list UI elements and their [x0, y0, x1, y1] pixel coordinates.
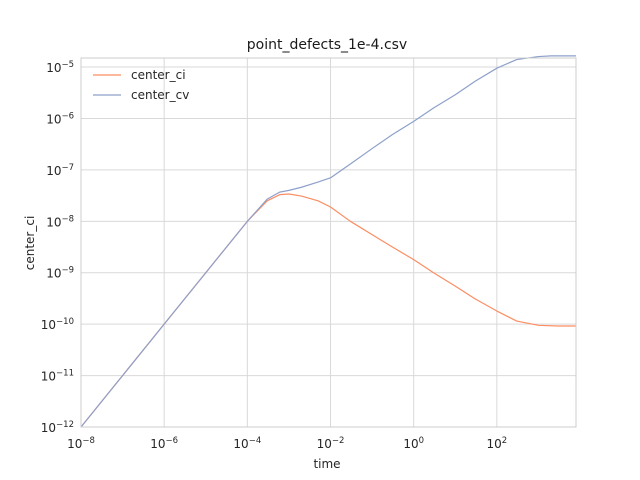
- y-tick-label: 10−6: [46, 111, 74, 126]
- y-tick-base: 10: [46, 215, 61, 229]
- y-tick-label: 10−11: [41, 369, 74, 384]
- y-tick-label: 10−12: [41, 420, 74, 435]
- x-tick-base: 10: [67, 437, 82, 451]
- x-tick-exponent: −8: [82, 436, 95, 446]
- y-tick-base: 10: [46, 267, 61, 281]
- y-tick-label: 10−9: [46, 266, 74, 281]
- x-tick-label: 10−2: [317, 436, 345, 451]
- x-tick-exponent: −4: [249, 436, 262, 446]
- x-tick-label: 102: [487, 436, 508, 451]
- y-tick-exponent: −12: [56, 420, 74, 430]
- x-tick-exponent: 2: [502, 436, 507, 446]
- y-tick-exponent: −10: [56, 317, 74, 327]
- x-tick-label: 100: [403, 436, 424, 451]
- y-tick-label: 10−5: [46, 60, 74, 75]
- x-tick-label: 10−8: [67, 436, 95, 451]
- y-tick-label: 10−7: [46, 163, 74, 178]
- x-tick-exponent: −6: [166, 436, 179, 446]
- series-line-center-cv: [80, 55, 576, 428]
- y-tick-base: 10: [41, 370, 56, 384]
- y-tick-exponent: −11: [56, 369, 74, 379]
- y-tick-base: 10: [46, 164, 61, 178]
- x-tick-base: 10: [233, 437, 248, 451]
- y-tick-exponent: −7: [61, 163, 74, 173]
- x-axis-ticks: 10−8 10−6 10−4 10−2 100 102: [67, 436, 507, 451]
- y-tick-exponent: −6: [61, 111, 74, 121]
- chart-title: point_defects_1e-4.csv: [247, 37, 407, 53]
- x-tick-exponent: 0: [419, 436, 424, 446]
- y-tick-base: 10: [46, 112, 61, 126]
- x-tick-label: 10−4: [233, 436, 261, 451]
- legend-label-center-ci: center_ci: [131, 68, 186, 82]
- y-tick-exponent: −9: [61, 266, 74, 276]
- x-tick-base: 10: [150, 437, 165, 451]
- x-axis-label: time: [313, 457, 340, 471]
- y-tick-label: 10−8: [46, 214, 74, 229]
- y-tick-exponent: −8: [61, 214, 74, 224]
- plot-area-frame: [80, 57, 577, 428]
- x-tick-label: 10−6: [150, 436, 178, 451]
- series-line-center-ci: [80, 193, 576, 428]
- y-tick-exponent: −5: [61, 60, 74, 70]
- y-tick-label: 10−10: [41, 317, 74, 332]
- x-tick-exponent: −2: [332, 436, 345, 446]
- y-tick-base: 10: [46, 61, 61, 75]
- y-tick-base: 10: [41, 421, 56, 435]
- series-lines: [80, 55, 576, 428]
- x-tick-base: 10: [403, 437, 418, 451]
- grid-lines: [80, 58, 576, 428]
- x-tick-base: 10: [487, 437, 502, 451]
- legend: center_ci center_cv: [93, 68, 189, 102]
- y-axis-label: center_ci: [23, 216, 37, 271]
- legend-label-center-cv: center_cv: [131, 88, 189, 102]
- y-tick-base: 10: [41, 318, 56, 332]
- x-tick-base: 10: [317, 437, 332, 451]
